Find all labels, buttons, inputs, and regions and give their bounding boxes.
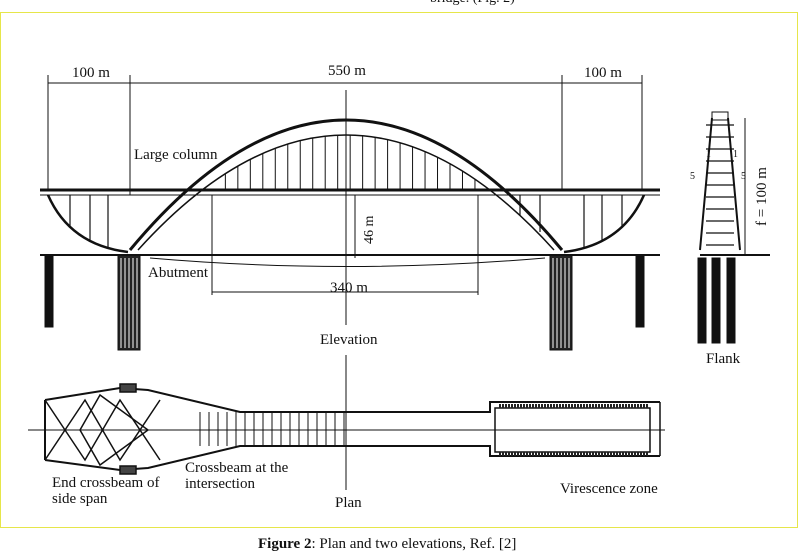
slope-label-d: 1 (733, 149, 738, 160)
plan-crossbeams (199, 412, 345, 446)
left-end-pier (44, 254, 54, 328)
plan-bracing (44, 383, 161, 475)
figure-frame (0, 12, 798, 528)
flank-ladder (706, 124, 734, 246)
left-side-arch (46, 194, 129, 254)
top-caption: bridge. (Fig. 2) (430, 0, 515, 7)
large-column-label: Large column (134, 147, 218, 163)
main-arch-outer (128, 118, 564, 251)
figure-caption-rest: : Plan and two elevations, Ref. [2] (311, 536, 517, 552)
virescence-label: Virescence zone (560, 481, 658, 497)
span-right-label: 100 m (584, 65, 622, 81)
abutment-label: Abutment (148, 265, 208, 281)
virescence-zone (499, 404, 648, 456)
side-span-struts (69, 195, 623, 248)
flank-label: Flank (706, 351, 741, 367)
span-left-label: 100 m (72, 65, 110, 81)
elevation-label: Elevation (320, 332, 378, 348)
pier-hatching (120, 258, 570, 348)
figure-caption-bold: Figure 2 (258, 536, 312, 552)
right-side-arch (563, 194, 646, 254)
end-crossbeam-label: End crossbeam of side span (52, 475, 160, 507)
span-main-label: 550 m (328, 63, 366, 79)
arch-hangers (224, 135, 476, 190)
plan-label: Plan (335, 495, 362, 511)
slope-label-a: 5 (690, 171, 695, 182)
slope-label-c: 1 (706, 149, 711, 160)
flank-height-label: f = 100 m (754, 167, 770, 226)
slope-label-b: 5 (741, 171, 746, 182)
rise-label: 46 m (362, 215, 377, 244)
right-end-pier (635, 254, 645, 328)
clear-span-label: 340 m (330, 280, 368, 296)
figure-caption: Figure 2: Plan and two elevations, Ref. … (258, 536, 516, 553)
crossbeam-intersection-label: Crossbeam at the intersection (185, 460, 289, 492)
